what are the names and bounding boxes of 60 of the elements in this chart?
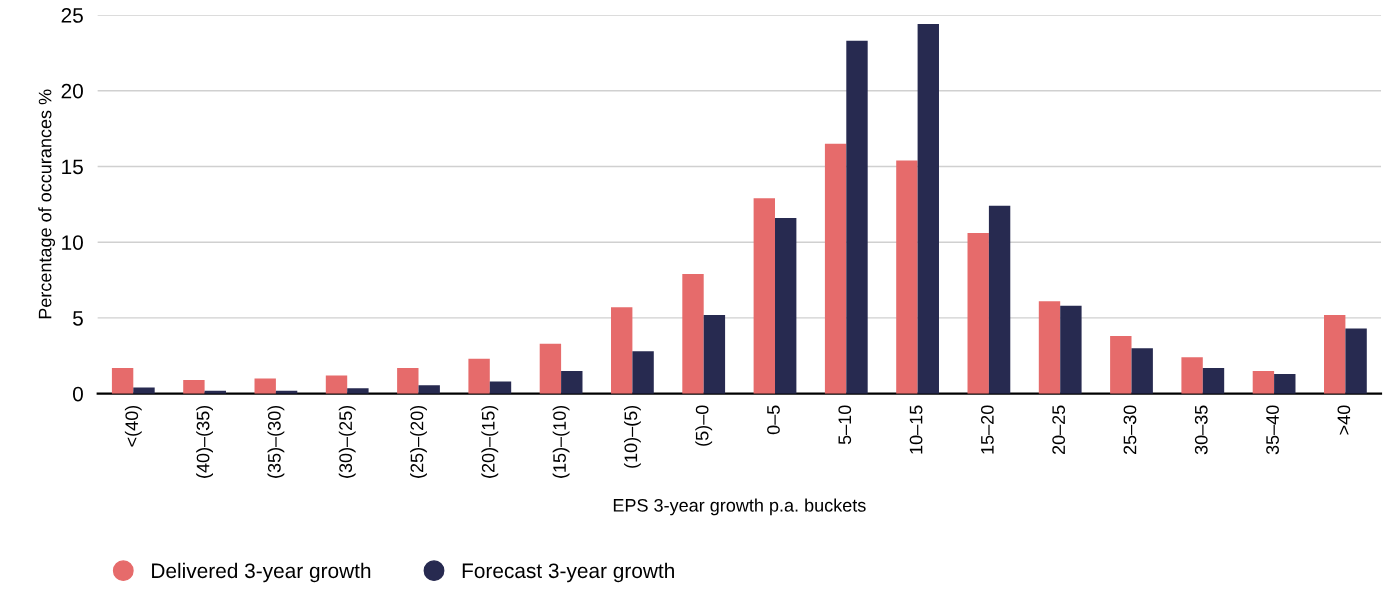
bar [1131, 348, 1153, 394]
bar [347, 388, 369, 394]
bar [1038, 301, 1061, 394]
bar [824, 143, 847, 394]
bar [917, 24, 939, 394]
y-axis-title: Percentage of occurances % [38, 89, 56, 319]
legend-label: Delivered 3-year growth [152, 562, 371, 583]
bar [753, 198, 775, 394]
x-tick-label: (5)–0 [695, 405, 713, 446]
x-tick-label: 15–20 [980, 405, 994, 454]
bar [325, 375, 348, 394]
x-axis-title: EPS 3-year growth p.a. buckets [613, 498, 866, 516]
x-tick-label: <(40) [124, 405, 142, 447]
x-tick-label: >40 [1337, 405, 1351, 435]
bar [611, 307, 633, 394]
y-tick-label: 10 [62, 235, 83, 250]
x-tick-label: (15)–(10) [552, 405, 570, 478]
x-tick-label: 20–25 [1052, 405, 1066, 455]
x-tick-label: 5–10 [838, 405, 852, 445]
x-tick-label: (35)–(30) [267, 405, 285, 478]
bar [1274, 373, 1296, 394]
bar [632, 351, 654, 394]
bar [561, 370, 583, 394]
bar [183, 380, 205, 394]
bar [896, 160, 918, 394]
bar [1110, 336, 1132, 394]
x-tick-label: 25–30 [1123, 405, 1137, 455]
x-tick-label: 10–15 [909, 405, 923, 454]
bar [775, 217, 797, 394]
bar [846, 40, 868, 394]
bar [1345, 328, 1367, 394]
y-tick-label: 20 [61, 83, 83, 99]
x-tick-label: 35–40 [1266, 405, 1279, 455]
legend-label: Forecast 3-year growth [462, 562, 674, 583]
bar [1324, 314, 1346, 394]
bar [418, 385, 440, 394]
y-tick-label: 0 [72, 386, 83, 402]
y-tick-label: 25 [61, 8, 83, 23]
bar [111, 367, 134, 394]
bar [967, 233, 989, 394]
bar [1252, 370, 1275, 394]
bar [468, 358, 490, 394]
x-tick-label: 30–35 [1194, 405, 1208, 455]
x-tick-label: (30)–(25) [338, 405, 356, 478]
bar [539, 343, 562, 394]
bar [682, 274, 704, 394]
bar [988, 205, 1011, 394]
y-tick-label: 5 [73, 311, 83, 326]
x-tick-label: (40)–(35) [196, 405, 214, 478]
bar [397, 367, 419, 394]
bar [1060, 305, 1082, 394]
bar [1202, 367, 1225, 394]
x-tick-label: (20)–(15) [481, 405, 499, 478]
x-tick-label: 0–5 [767, 405, 780, 435]
bar [703, 314, 726, 394]
x-tick-label: (10)–(5) [623, 405, 641, 468]
x-tick-label: (25)–(20) [410, 405, 427, 478]
bar [254, 378, 276, 394]
y-tick-label: 15 [62, 159, 83, 175]
bar [1181, 357, 1203, 394]
